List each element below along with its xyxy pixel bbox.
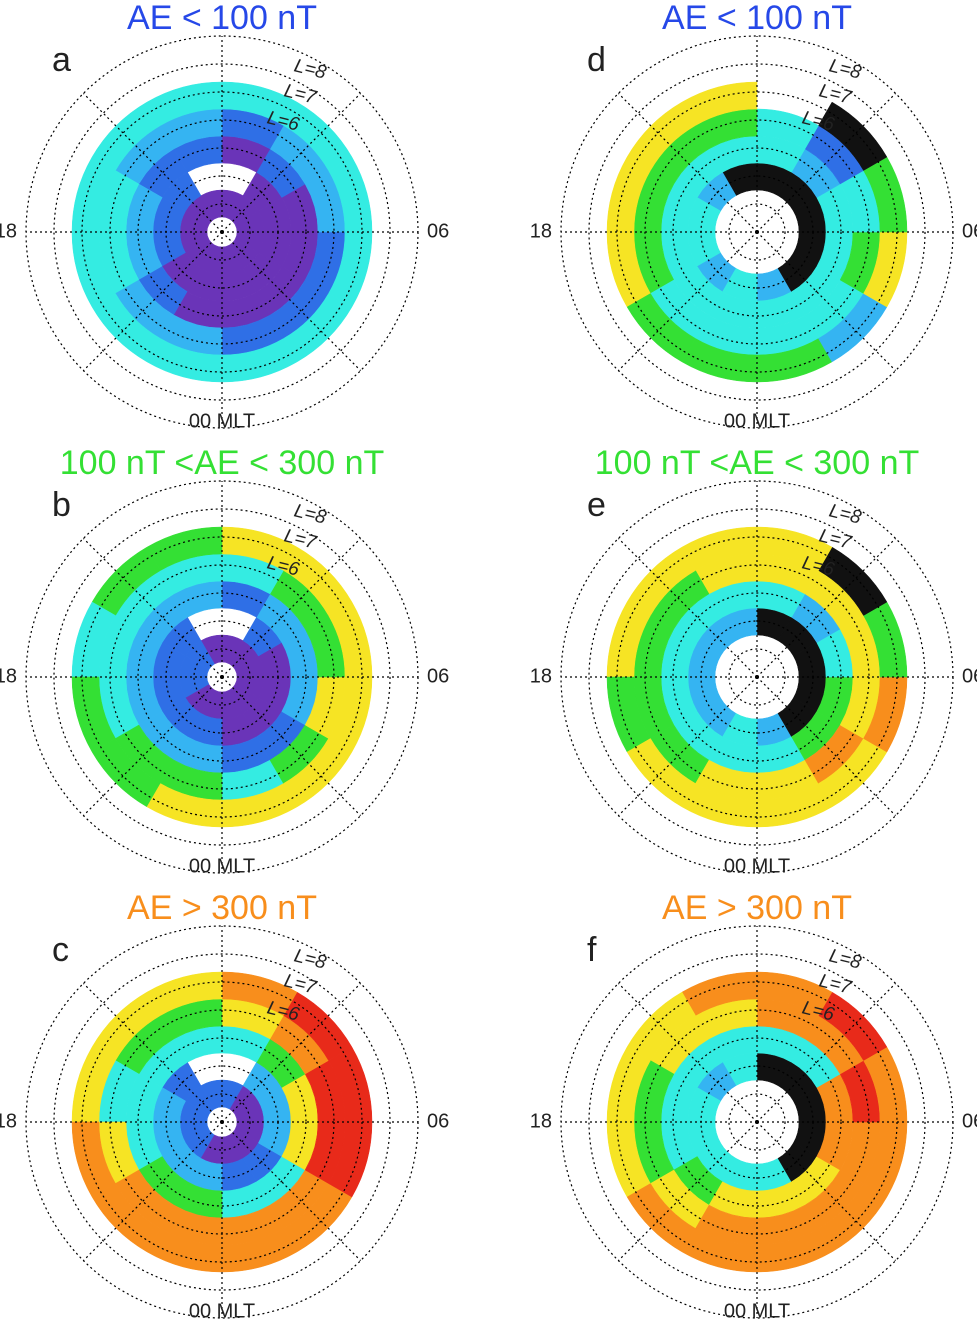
mlt-label: 06 xyxy=(427,220,449,242)
grid-circle xyxy=(137,147,307,317)
mlt-label: 06 xyxy=(427,665,449,687)
grid-circle xyxy=(728,648,786,706)
center-dot xyxy=(755,230,759,234)
grid-circle xyxy=(137,1037,307,1207)
grid-circle xyxy=(53,508,391,846)
mlt-label: 00 MLT xyxy=(724,410,790,432)
grid-circle xyxy=(672,1037,842,1207)
grid-circle xyxy=(588,63,926,401)
mlt-label: 18 xyxy=(0,220,17,242)
mlt-label: 06 xyxy=(427,1110,449,1132)
l-label: L=8 xyxy=(827,500,864,528)
panel-label: a xyxy=(52,41,71,79)
panel-title: AE > 300 nT xyxy=(127,889,317,927)
grid-circle xyxy=(672,147,842,317)
panel-label: d xyxy=(587,41,606,79)
panel-label: b xyxy=(52,486,71,524)
mlt-label: 00 MLT xyxy=(724,1300,790,1322)
panel-label: e xyxy=(587,486,606,524)
grid-circle xyxy=(672,592,842,762)
center-dot xyxy=(220,1120,224,1124)
mlt-label: 18 xyxy=(0,665,17,687)
mlt-label: 18 xyxy=(530,665,552,687)
grid-circle xyxy=(728,1093,786,1151)
mlt-label: 06 xyxy=(962,220,977,242)
center-dot xyxy=(220,675,224,679)
mlt-label: 00 MLT xyxy=(189,855,255,877)
l-label: L=8 xyxy=(292,500,329,528)
center-dot xyxy=(755,675,759,679)
panel-label: f xyxy=(587,931,597,969)
mlt-label: 18 xyxy=(530,1110,552,1132)
panel-title: AE > 300 nT xyxy=(662,889,852,927)
l-label: L=8 xyxy=(827,55,864,83)
mlt-label: 00 MLT xyxy=(189,1300,255,1322)
mlt-label: 18 xyxy=(530,220,552,242)
dial xyxy=(25,925,419,1319)
panel-title: 100 nT <AE < 300 nT xyxy=(595,444,920,482)
mlt-label: 00 MLT xyxy=(724,855,790,877)
grid-circle xyxy=(53,953,391,1291)
panel-label: c xyxy=(52,931,69,969)
mlt-label: 18 xyxy=(0,1110,17,1132)
dial xyxy=(560,925,954,1319)
grid-circle xyxy=(588,953,926,1291)
center-dot xyxy=(755,1120,759,1124)
dial xyxy=(560,480,954,874)
dial xyxy=(25,35,419,429)
l-label: L=8 xyxy=(292,945,329,973)
l-label: L=8 xyxy=(292,55,329,83)
grid-circle xyxy=(193,1093,251,1151)
l-label: L=7 xyxy=(817,80,855,109)
grid-circle xyxy=(193,203,251,261)
dial xyxy=(25,480,419,874)
panel-title: AE < 100 nT xyxy=(127,0,317,37)
center-dot xyxy=(220,230,224,234)
mlt-label: 06 xyxy=(962,1110,977,1132)
mlt-label: 06 xyxy=(962,665,977,687)
panel-title: AE < 100 nT xyxy=(662,0,852,37)
grid-circle xyxy=(728,203,786,261)
panel-title: 100 nT <AE < 300 nT xyxy=(60,444,385,482)
grid-circle xyxy=(53,63,391,401)
dial xyxy=(560,35,954,429)
l-label: L=8 xyxy=(827,945,864,973)
grid-circle xyxy=(137,592,307,762)
mlt-label: 00 MLT xyxy=(189,410,255,432)
grid-circle xyxy=(193,648,251,706)
grid-circle xyxy=(588,508,926,846)
